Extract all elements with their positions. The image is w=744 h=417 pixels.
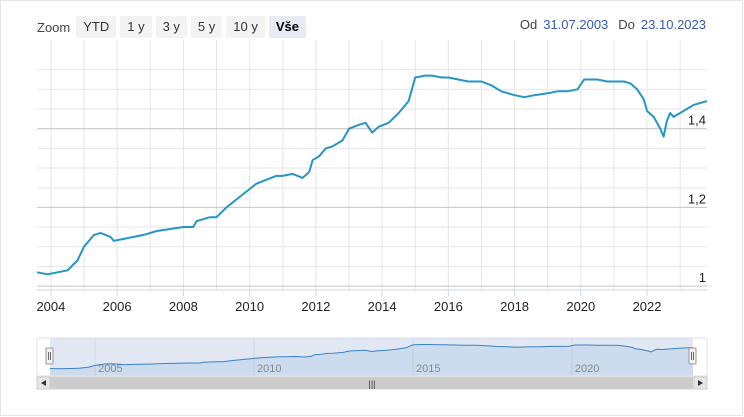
chart-grid [37, 40, 707, 290]
x-tick-label: 2014 [368, 299, 397, 314]
range-from-label: Od [519, 17, 538, 32]
range-from-input[interactable]: 31.07.2003 [543, 17, 609, 32]
zoom-button-10y[interactable]: 10 y [226, 16, 265, 38]
zoom-button-all[interactable]: Vše [268, 16, 306, 38]
navigator-area [50, 344, 693, 375]
navigator-year-label: 2005 [98, 363, 122, 375]
scroll-right-arrow-icon [698, 380, 703, 386]
zoom-button-1y[interactable]: 1 y [120, 16, 152, 38]
y-tick-label: 1 [699, 270, 706, 285]
scroll-left-arrow-icon [41, 380, 46, 386]
navigator-line [49, 344, 694, 370]
zoom-button-ytd[interactable]: YTD [76, 16, 117, 38]
range-to-label: Do [618, 17, 635, 32]
zoom-selector: Zoom YTD 1 y 3 y 5 y 10 y Vše [37, 16, 310, 38]
scrollbar-grip-icon: ||| [368, 379, 375, 389]
date-range: Od 31.07.2003 Do 23.10.2023 [510, 17, 706, 32]
zoom-button-5y[interactable]: 5 y [190, 16, 223, 38]
x-tick-label: 2020 [566, 299, 595, 314]
navigator-year-label: 2015 [416, 363, 440, 375]
navigator-labels: 2005 2010 2015 2020 [98, 363, 599, 375]
navigator-year-label: 2010 [257, 363, 281, 375]
zoom-button-3y[interactable]: 3 y [155, 16, 187, 38]
x-tick-label: 2008 [169, 299, 198, 314]
x-tick-label: 2016 [434, 299, 463, 314]
y-tick-label: 1,2 [688, 191, 706, 206]
x-tick-label: 2004 [36, 299, 65, 314]
navigator-grid [94, 338, 573, 376]
x-axis: 2004 2006 2008 2010 2012 2014 2016 2018 2020 2022 [36, 289, 707, 314]
zoom-label: Zoom [37, 19, 71, 35]
navigator-handle-right[interactable] [688, 347, 697, 365]
y-tick-label: 1,4 [688, 113, 706, 128]
navigator[interactable]: 2005 2010 2015 2020 [36, 337, 708, 377]
x-tick-label: 2022 [633, 299, 662, 314]
navigator-year-label: 2020 [575, 363, 599, 375]
x-tick-label: 2010 [235, 299, 264, 314]
scrollbar-thumb[interactable] [50, 377, 693, 389]
navigator-selection[interactable] [50, 338, 693, 376]
y-axis: 1 1,2 1,4 [37, 113, 707, 287]
x-tick-label: 2018 [500, 299, 529, 314]
series-line [36, 74, 708, 276]
x-tick-label: 2006 [103, 299, 132, 314]
range-to-input[interactable]: 23.10.2023 [640, 17, 706, 32]
navigator-handle-left[interactable] [45, 347, 54, 365]
x-tick-label: 2012 [301, 299, 330, 314]
scrollbar[interactable]: ||| [36, 376, 708, 390]
